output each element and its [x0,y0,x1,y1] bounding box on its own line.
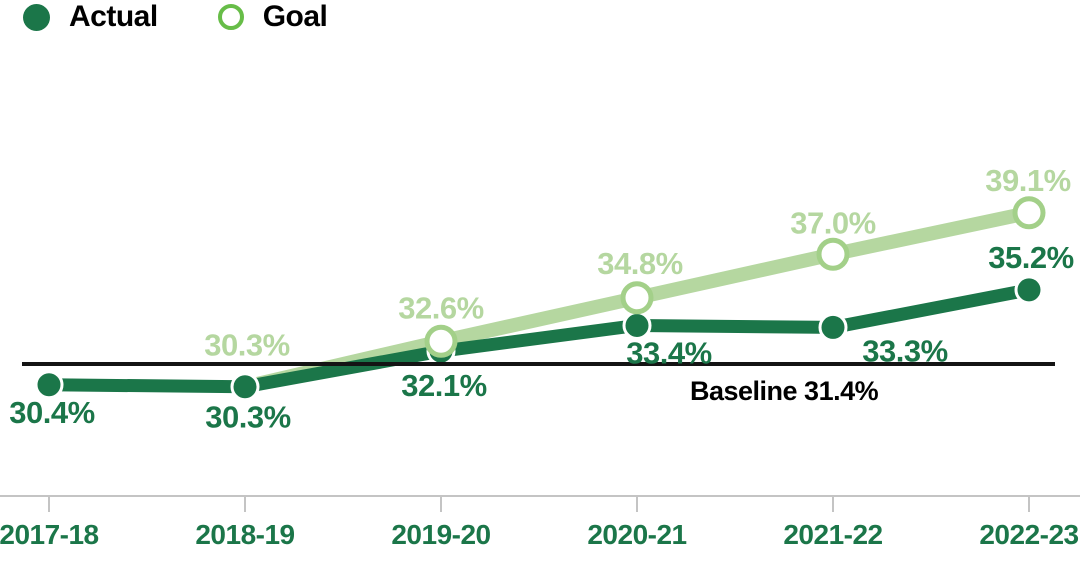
actual-series-marker-icon [23,3,50,31]
x-axis-label: 2018-19 [195,519,294,550]
actual-point-2021-22 [818,312,848,342]
actual-point-label: 30.4% [9,395,94,430]
goal-point-2020-21 [620,281,654,315]
baseline-label: Baseline 31.4% [690,376,879,406]
goal-point-label: 39.1% [985,163,1070,198]
x-axis-label: 2022-23 [979,519,1078,550]
x-axis-label: 2021-22 [783,519,882,550]
actual-point-2022-23 [1014,275,1044,305]
goal-series-marker-icon [217,4,244,30]
x-axis-label: 2020-21 [587,519,686,550]
legend-label-actual: Actual [69,0,158,33]
actual-line [42,283,1036,394]
goal-point-2021-22 [816,237,850,271]
actual-point-label: 32.1% [401,368,486,403]
actual-point-label: 30.3% [205,400,290,435]
goal-point-2022-23 [1012,196,1046,230]
chart-legend: Actual Goal [23,0,328,33]
goal-point-label: 34.8% [597,246,682,281]
actual-point-2017-18 [34,370,64,400]
actual-point-label: 35.2% [988,240,1073,275]
x-axis-label: 2019-20 [391,519,490,550]
x-axis-label: 2017-18 [0,519,99,550]
legend-item-actual: Actual [23,2,158,32]
goal-point-label: 37.0% [790,205,875,240]
goal-point-label: 32.6% [398,290,483,325]
legend-item-goal: Goal [217,0,328,33]
goal-point-2019-20 [424,324,458,358]
goal-point-label: 30.3% [204,328,289,363]
legend-label-goal: Goal [262,0,328,33]
actual-point-2018-19 [230,372,260,402]
actual-point-label: 33.4% [626,335,711,370]
actual-point-label: 33.3% [862,333,947,368]
